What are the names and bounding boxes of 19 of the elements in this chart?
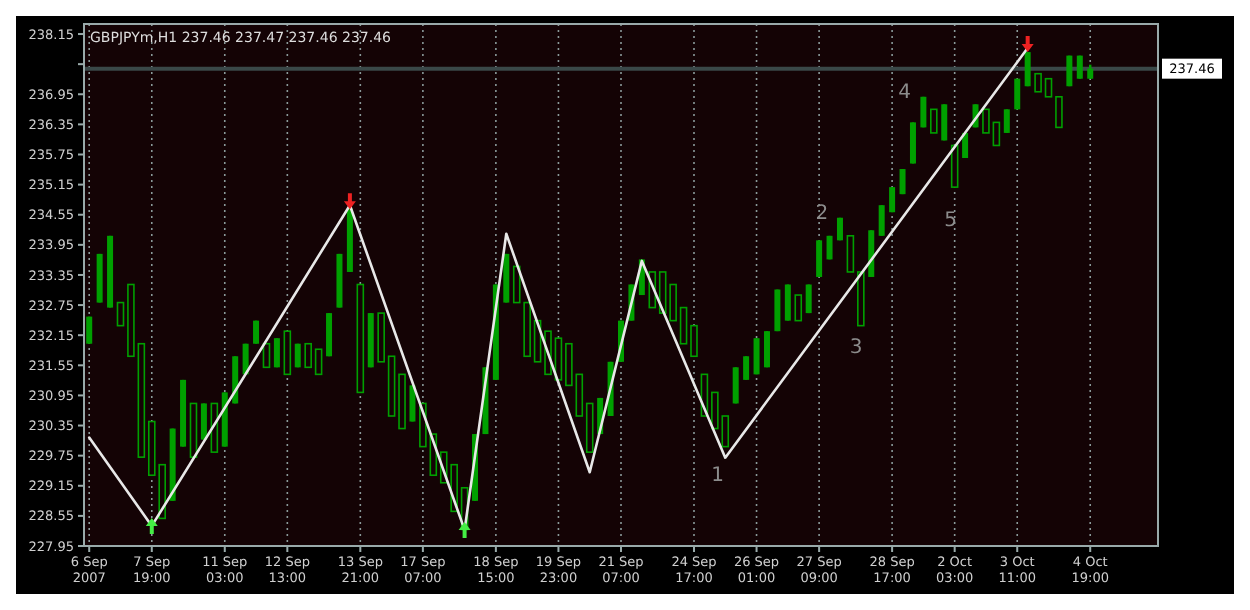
candlestick bbox=[283, 330, 292, 376]
candlestick bbox=[889, 185, 896, 214]
candlestick bbox=[816, 239, 823, 279]
candlestick bbox=[878, 203, 885, 238]
candlestick bbox=[732, 366, 739, 405]
annotation: 3 bbox=[849, 336, 863, 359]
candlestick bbox=[273, 337, 280, 369]
annotation: 2 bbox=[815, 202, 829, 225]
candlestick bbox=[1003, 108, 1010, 135]
annotation: 1 bbox=[711, 465, 725, 487]
candlestick bbox=[805, 283, 812, 315]
annotation: 4 bbox=[898, 81, 911, 104]
candlestick bbox=[899, 167, 906, 196]
candlestick bbox=[86, 315, 93, 345]
candlestick bbox=[753, 337, 760, 376]
candlestick bbox=[262, 342, 271, 369]
candlestick bbox=[743, 355, 750, 382]
annotation: 5 bbox=[944, 210, 958, 233]
candlestick bbox=[200, 402, 207, 441]
